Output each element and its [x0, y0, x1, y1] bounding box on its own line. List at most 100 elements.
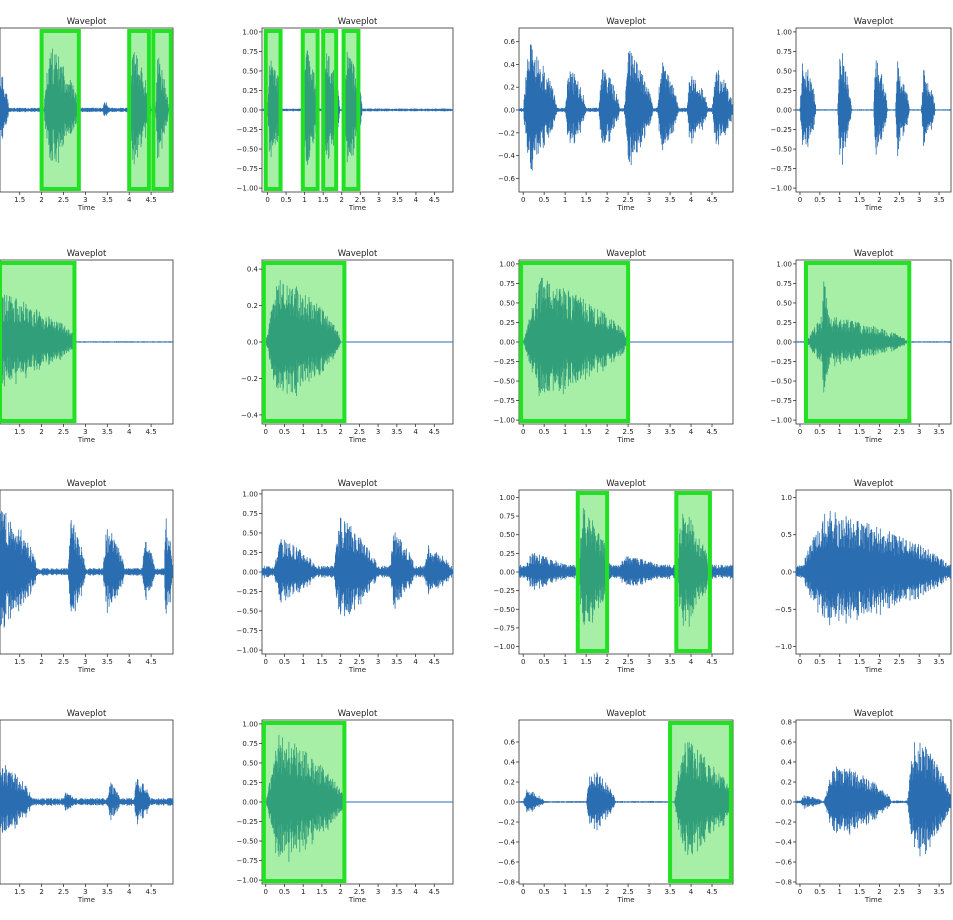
y-tick-label: −0.50 — [237, 838, 258, 846]
y-tick-label: 0.50 — [776, 67, 792, 75]
x-tick-label: 2 — [877, 196, 881, 204]
x-tick-label: 1 — [563, 196, 567, 204]
x-axis-label: Time — [77, 436, 95, 444]
y-tick-label: 0.0 — [781, 799, 792, 807]
x-tick-label: 2 — [877, 658, 881, 666]
chart-2: Waveplot 0 0.5 1 1.5 2 2.5 3 3.5 4 4.5 Time 1.00 0.75… — [237, 17, 454, 212]
x-tick-label: 1.5 — [14, 428, 25, 436]
x-tick-label: 2 — [338, 658, 342, 666]
y-tick-label: −0.75 — [237, 857, 258, 865]
y-tick-label: 0.25 — [242, 87, 258, 95]
y-tick-label: −0.25 — [237, 818, 258, 826]
x-tick-label: 3 — [83, 428, 87, 436]
x-tick-label: 0 — [521, 196, 525, 204]
x-tick-label: 1.5 — [14, 658, 25, 666]
x-tick-label: 0.5 — [279, 888, 290, 896]
x-tick-label: 0 — [521, 428, 525, 436]
highlight-box — [39, 29, 81, 191]
y-tick-label: −0.75 — [494, 397, 515, 405]
x-tick-label: 4.5 — [429, 888, 440, 896]
y-tick-label: 0.25 — [776, 87, 792, 95]
x-tick-label: 4 — [413, 428, 418, 436]
x-tick-label: 4 — [127, 888, 132, 896]
y-tick-label: −0.2 — [498, 129, 515, 137]
y-tick-label: −1.0 — [775, 643, 792, 651]
y-tick-label: 0.50 — [242, 67, 258, 75]
x-tick-label: 3 — [83, 196, 87, 204]
x-tick-label: 1 — [563, 888, 567, 896]
x-axis-label: Time — [864, 204, 882, 212]
x-tick-label: 0.5 — [281, 196, 292, 204]
y-tick-label: 0.4 — [504, 61, 516, 69]
x-tick-label: 3 — [917, 658, 921, 666]
x-tick-label: 3.5 — [102, 658, 113, 666]
y-tick-label: 0.5 — [781, 531, 792, 539]
x-tick-label: 4.5 — [706, 196, 717, 204]
x-tick-label: 4 — [127, 658, 132, 666]
y-tick-label: −0.75 — [494, 624, 515, 632]
y-tick-label: 0.25 — [242, 779, 258, 787]
y-tick-label: 0.2 — [247, 302, 258, 310]
chart-3: Waveplot 0 0.5 1 1.5 2 2.5 3 3.5 4 4.5 Time 0.6 0.4 0.… — [498, 17, 734, 212]
y-tick-label: 0.00 — [776, 339, 792, 347]
y-tick-label: 0.00 — [499, 569, 515, 577]
x-tick-label: 3.5 — [391, 658, 402, 666]
chart-11: Waveplot 0 0.5 1 1.5 2 2.5 3 3.5 4 4.5 Time 1.00 0.75… — [494, 479, 734, 674]
y-tick-label: 0.0 — [504, 799, 515, 807]
x-tick-label: 1 — [563, 658, 567, 666]
x-tick-label: 4.5 — [429, 196, 440, 204]
y-tick-label: 1.00 — [242, 720, 258, 728]
y-tick-label: 0.50 — [499, 531, 515, 539]
chart-title: Waveplot — [338, 249, 378, 259]
x-tick-label: 2 — [605, 428, 609, 436]
x-axis-label: Time — [77, 204, 95, 212]
highlight-box — [261, 261, 347, 423]
x-tick-label: 3 — [377, 196, 381, 204]
x-tick-label: 2 — [877, 428, 881, 436]
y-tick-label: −0.25 — [237, 126, 258, 134]
y-tick-label: 0.4 — [504, 759, 516, 767]
x-tick-label: 3.5 — [391, 428, 402, 436]
x-tick-label: 0 — [798, 196, 802, 204]
x-tick-label: 0.5 — [814, 888, 825, 896]
x-tick-label: 4.5 — [706, 428, 717, 436]
chart-title: Waveplot — [67, 709, 107, 719]
y-tick-label: 0.0 — [247, 339, 258, 347]
y-tick-label: 0.25 — [499, 550, 515, 558]
y-tick-label: −0.50 — [237, 146, 258, 154]
x-axis-label: Time — [77, 666, 95, 674]
x-tick-label: 3.5 — [391, 888, 402, 896]
chart-6: Waveplot 0 0.5 1 1.5 2 2.5 3 3.5 4 4.5 Time 0.4 0.2 0.… — [241, 249, 454, 444]
y-tick-label: −1.00 — [237, 877, 258, 885]
x-tick-label: 1.5 — [854, 888, 865, 896]
chart-title: Waveplot — [67, 249, 107, 259]
chart-title: Waveplot — [854, 17, 894, 27]
y-tick-label: −0.4 — [498, 152, 516, 160]
x-tick-label: 0 — [264, 888, 268, 896]
highlight-box — [519, 261, 631, 423]
x-tick-label: 0 — [265, 196, 269, 204]
highlight-box — [668, 721, 733, 883]
y-tick-label: 0.75 — [499, 513, 515, 521]
y-tick-label: −1.00 — [494, 643, 515, 651]
x-axis-label: Time — [616, 204, 634, 212]
x-tick-label: 4 — [127, 196, 132, 204]
x-tick-label: 0.5 — [814, 428, 825, 436]
x-tick-label: 1 — [837, 888, 841, 896]
x-tick-label: 1.5 — [854, 428, 865, 436]
chart-title: Waveplot — [338, 709, 378, 719]
y-tick-label: 1.00 — [776, 260, 792, 268]
highlight-box — [341, 29, 361, 191]
waveform-path — [518, 44, 734, 171]
y-tick-label: −0.25 — [494, 358, 515, 366]
x-tick-label: 1.5 — [854, 658, 865, 666]
chart-4: Waveplot 0 0.5 1 1.5 2 2.5 3 3.5 Time 1.00 0.75 0.50… — [771, 17, 952, 212]
x-tick-label: 2 — [39, 888, 43, 896]
x-tick-label: 0.5 — [539, 888, 550, 896]
x-axis-label: Time — [348, 436, 366, 444]
y-tick-label: −0.8 — [775, 879, 792, 887]
x-axis-label: Time — [864, 666, 882, 674]
x-tick-label: 2.5 — [58, 888, 69, 896]
x-tick-label: 1.5 — [316, 888, 327, 896]
y-tick-label: 0.25 — [242, 549, 258, 557]
